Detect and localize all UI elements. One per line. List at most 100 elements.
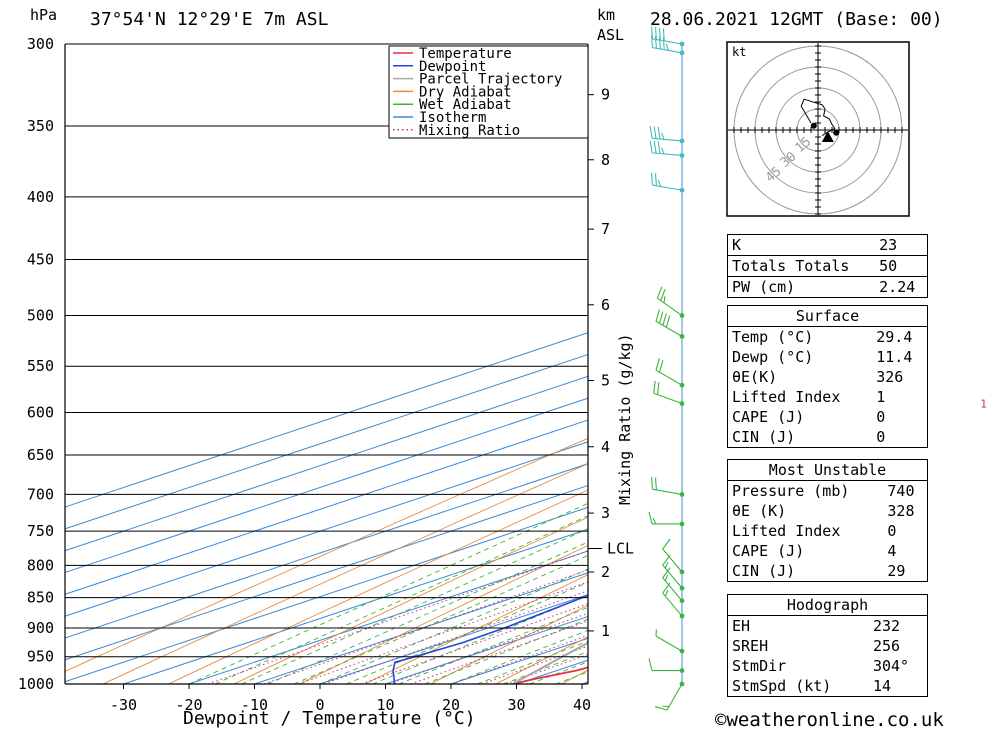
surface-label: CIN (J): [727, 427, 873, 448]
surface-row: Temp (°C) 29.4: [727, 326, 929, 347]
hodograph-label: StmSpd (kt): [726, 676, 869, 697]
wind-level-dot: [679, 648, 685, 654]
wind-barb: [655, 309, 683, 337]
most-unstable-table: Most Unstable Pressure (mb) 740 θE (K) 328…: [727, 459, 929, 582]
wind-barb: [648, 658, 682, 672]
wet-adiabat-line: [267, 541, 588, 684]
hodograph-end-dot: [833, 129, 840, 136]
surface-label: Dewp (°C): [727, 347, 873, 367]
legend-label: Wet Adiabat: [419, 97, 512, 113]
x-tick-label: 20: [442, 696, 460, 714]
surface-value: 1: [872, 387, 929, 407]
pressure-tick-label: 850: [27, 589, 54, 607]
hodograph-row: StmSpd (kt) 14: [726, 676, 928, 697]
surface-label: θE(K): [727, 367, 873, 387]
wind-barb: [662, 582, 683, 617]
most-unstable-value: 29: [883, 561, 929, 582]
wind-barb: [648, 511, 682, 525]
x-tick-label: 0: [315, 696, 324, 714]
index-value: 23: [875, 234, 929, 256]
pressure-tick-label: 950: [27, 648, 54, 666]
wet-adiabat-line: [372, 594, 588, 684]
hodograph-unit: kt: [732, 45, 747, 59]
hodograph-start-dot: [810, 122, 817, 129]
pressure-tick-label: 900: [27, 619, 54, 637]
hodograph-value: 304°: [868, 656, 928, 676]
height-tick-label: 1: [601, 622, 610, 640]
most-unstable-row: Lifted Index 0: [727, 521, 929, 541]
wind-barb: [651, 35, 683, 54]
dry-adiabat-line: [233, 516, 588, 684]
valid-time: 28.06.2021 12GMT (Base: 00): [650, 9, 943, 30]
legend-label: Dewpoint: [419, 59, 486, 75]
index-row: PW (cm) 2.24: [727, 276, 929, 298]
wind-level-dot: [679, 613, 685, 619]
x-tick-label: -20: [175, 696, 202, 714]
wind-barb: [651, 172, 683, 191]
most-unstable-value: 328: [883, 501, 929, 521]
legend-label: Parcel Trajectory: [419, 72, 562, 88]
surface-title: Surface: [727, 305, 928, 327]
pressure-tick-label: 400: [27, 188, 54, 206]
footer-credit: ©weatheronline.co.uk: [715, 709, 944, 731]
pressure-tick-label: 700: [27, 485, 54, 503]
isotherm-line: [65, 484, 588, 661]
dry-adiabat-line: [299, 544, 588, 684]
isotherm-line: [65, 332, 588, 508]
pressure-tick-label: 1000: [18, 675, 54, 693]
surface-row: Lifted Index 1: [727, 387, 929, 407]
surface-value: 29.4: [872, 326, 929, 347]
index-row: Totals Totals 50: [727, 255, 929, 277]
x-axis-title: Dewpoint / Temperature (°C): [183, 708, 476, 729]
wind-barb: [649, 126, 683, 142]
most-unstable-label: CAPE (J): [727, 541, 884, 561]
pressure-tick-label: 350: [27, 117, 54, 135]
most-unstable-label: Lifted Index: [727, 521, 884, 541]
storm-motion-marker: [821, 131, 834, 142]
dry-adiabat-line: [102, 463, 588, 684]
most-unstable-row: CIN (J) 29: [727, 561, 929, 582]
wind-level-dot: [679, 585, 685, 591]
height-unit-sub-label: ASL: [597, 26, 625, 44]
x-tick-label: 30: [507, 696, 525, 714]
x-tick-label: -10: [241, 696, 268, 714]
legend-label: Mixing Ratio: [419, 123, 520, 139]
mixing-ratio-axis-title: Mixing Ratio (g/kg): [616, 333, 634, 505]
wind-level-dot: [679, 681, 685, 687]
hodograph-value: 256: [868, 636, 928, 656]
wind-level-dot: [679, 187, 685, 193]
height-unit-label: km: [597, 6, 616, 24]
most-unstable-row: Pressure (mb) 740: [727, 480, 929, 501]
most-unstable-row: CAPE (J) 4: [727, 541, 929, 561]
hodograph-value: 232: [868, 615, 928, 636]
dry-adiabat-line: [430, 604, 588, 684]
wind-level-dot: [679, 333, 685, 339]
mixing-ratio-line: [481, 645, 588, 684]
x-tick-label: 10: [376, 696, 394, 714]
wind-barb: [653, 380, 683, 405]
height-tick-label: 4: [601, 438, 610, 456]
pressure-tick-label: 750: [27, 522, 54, 540]
wind-level-dot: [679, 401, 685, 406]
mixing-ratio-line: [451, 634, 588, 684]
hodograph-table: Hodograph EH 232 SREH 256 StmDir 304° StmSp…: [726, 594, 928, 697]
wind-level-dot: [679, 153, 685, 158]
wind-barb: [651, 476, 683, 495]
hodograph-row: SREH 256: [726, 636, 928, 656]
surface-label: Lifted Index: [727, 387, 873, 407]
surface-label: Temp (°C): [727, 326, 873, 347]
wet-adiabat-line: [241, 528, 588, 684]
wind-level-dot: [679, 492, 685, 497]
pressure-tick-label: 500: [27, 307, 54, 325]
height-tick-label: 7: [601, 220, 610, 238]
isotherm-line: [65, 463, 588, 639]
pressure-tick-label: 300: [27, 35, 54, 53]
hodograph-trace: [800, 98, 836, 137]
pressure-tick-label: 450: [27, 251, 54, 269]
isotherm-line: [65, 441, 588, 617]
pressure-unit-label: hPa: [30, 6, 58, 24]
most-unstable-title: Most Unstable: [727, 459, 928, 481]
